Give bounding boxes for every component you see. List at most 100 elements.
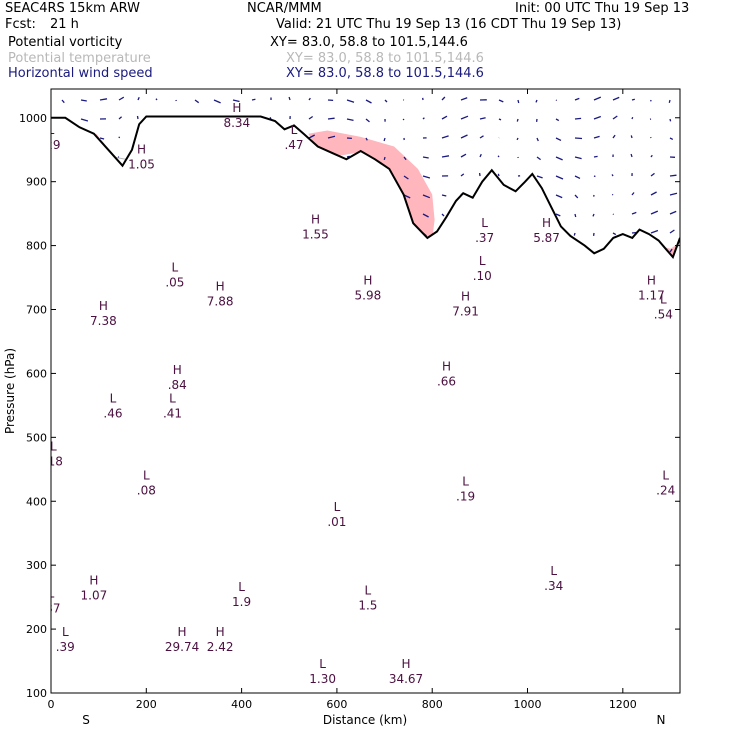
wind-vector xyxy=(612,96,620,101)
wind-vector xyxy=(611,174,614,177)
extremum-value: 7.91 xyxy=(452,304,479,318)
wind-vector xyxy=(668,99,671,103)
y-axis-label: Pressure (hPa) xyxy=(3,348,17,434)
wind-vector xyxy=(555,175,564,180)
wind-vector xyxy=(308,134,316,139)
wind-vector xyxy=(460,97,468,101)
extremum-symbol: L xyxy=(550,564,557,578)
wind-vector xyxy=(574,194,579,199)
extremum-value: .54 xyxy=(654,308,673,322)
wind-vector xyxy=(441,213,445,217)
wind-vector xyxy=(99,98,108,101)
legend-theta-range: XY= 83.0, 58.8 to 101.5,144.6 xyxy=(286,51,484,66)
wind-vector xyxy=(574,213,577,218)
extremum-value: 34.67 xyxy=(389,672,423,686)
extremum-symbol: L xyxy=(662,468,669,482)
wind-vector xyxy=(631,116,634,120)
extremum-value: .39 xyxy=(56,640,75,654)
wind-vector xyxy=(422,213,429,218)
extremum-value: 8.34 xyxy=(223,116,250,130)
extremum-value: 5.87 xyxy=(533,231,560,245)
legend-wind-range: XY= 83.0, 58.8 to 101.5,144.6 xyxy=(286,66,484,81)
extremum-value: 1.55 xyxy=(302,228,329,242)
wind-vector xyxy=(346,99,355,103)
wind-vector xyxy=(441,115,448,120)
wind-vector xyxy=(650,154,653,158)
extremum-symbol: H xyxy=(137,142,146,156)
wind-vector xyxy=(479,135,484,139)
wind-vector xyxy=(555,213,561,217)
wind-vector xyxy=(631,98,635,101)
wind-vector xyxy=(669,248,673,253)
extremum-symbol: H xyxy=(216,625,225,639)
extremum-symbol: H xyxy=(461,289,470,303)
extremum-symbol: L xyxy=(110,392,117,406)
extremum-value: 7.88 xyxy=(207,295,234,309)
wind-vector xyxy=(593,175,596,178)
extremum-value: .41 xyxy=(163,407,182,421)
wind-vector xyxy=(155,98,158,101)
extremum-symbol: L xyxy=(238,580,245,594)
y-tick-label: 200 xyxy=(26,623,47,636)
wind-vector xyxy=(535,99,538,103)
extremum-symbol: H xyxy=(363,273,372,287)
wind-vector xyxy=(536,175,543,179)
extremum-symbol: L xyxy=(462,475,469,489)
legend-wind-label: Horizontal wind speed xyxy=(8,66,153,81)
wind-vector xyxy=(573,232,576,236)
extremum-value: 2.42 xyxy=(207,640,234,654)
wind-vector xyxy=(327,135,336,139)
wind-vector xyxy=(611,193,614,196)
plot-frame xyxy=(50,88,681,694)
y-tick-label: 1000 xyxy=(19,112,47,125)
extremum-value: 1.5 xyxy=(358,598,377,612)
wind-vector xyxy=(555,194,563,199)
wind-vector xyxy=(118,116,123,120)
wind-vector xyxy=(497,155,500,158)
x-tick-label: 600 xyxy=(326,698,347,711)
extremum-value: .37 xyxy=(41,602,60,616)
wind-vector xyxy=(555,137,562,141)
wind-vector xyxy=(441,135,449,139)
legend-theta-label: Potential temperature xyxy=(8,51,151,66)
extremum-value: .01 xyxy=(327,515,346,529)
wind-vector xyxy=(631,192,635,196)
wind-vector xyxy=(574,137,583,140)
x-axis-end-label: N xyxy=(657,713,666,727)
wind-vector xyxy=(498,118,502,121)
wind-vector xyxy=(441,194,447,197)
wind-vector xyxy=(118,136,121,139)
y-tick-label: 900 xyxy=(26,176,47,189)
wind-vector xyxy=(422,117,425,120)
wind-vector xyxy=(403,156,407,161)
y-tick-label: 800 xyxy=(26,240,47,253)
x-tick-label: 1200 xyxy=(609,698,637,711)
y-tick-label: 700 xyxy=(26,304,47,317)
wind-vector xyxy=(365,137,368,141)
extremum-value: .29 xyxy=(41,138,60,152)
init-time: Init: 00 UTC Thu 19 Sep 13 xyxy=(515,1,690,16)
y-tick-label: 100 xyxy=(26,687,47,700)
extremum-symbol: L xyxy=(143,468,150,482)
extremum-value: .34 xyxy=(544,579,563,593)
wind-vector xyxy=(555,118,560,122)
wind-vector xyxy=(497,173,500,177)
extremum-value: .47 xyxy=(284,138,303,152)
extremum-value: .66 xyxy=(437,375,456,389)
wind-vector xyxy=(669,137,674,140)
wind-vector xyxy=(61,99,65,104)
extremum-symbol: L xyxy=(365,583,372,597)
x-tick-label: 200 xyxy=(136,698,157,711)
wind-vector xyxy=(308,97,311,101)
valid-time: Valid: 21 UTC Thu 19 Sep 13 (16 CDT Thu … xyxy=(276,17,622,32)
extremum-symbol: H xyxy=(647,273,656,287)
wind-vector xyxy=(650,191,657,196)
wind-vector xyxy=(422,175,431,179)
wind-vector xyxy=(630,135,633,139)
x-axis-label: Distance (km) xyxy=(323,713,407,727)
extremum-symbol: L xyxy=(291,123,298,137)
wind-vector xyxy=(536,137,539,142)
extremum-value: 1.05 xyxy=(128,157,155,171)
legend-pv-range: XY= 83.0, 58.8 to 101.5,144.6 xyxy=(270,35,468,50)
extremum-value: .37 xyxy=(475,231,494,245)
